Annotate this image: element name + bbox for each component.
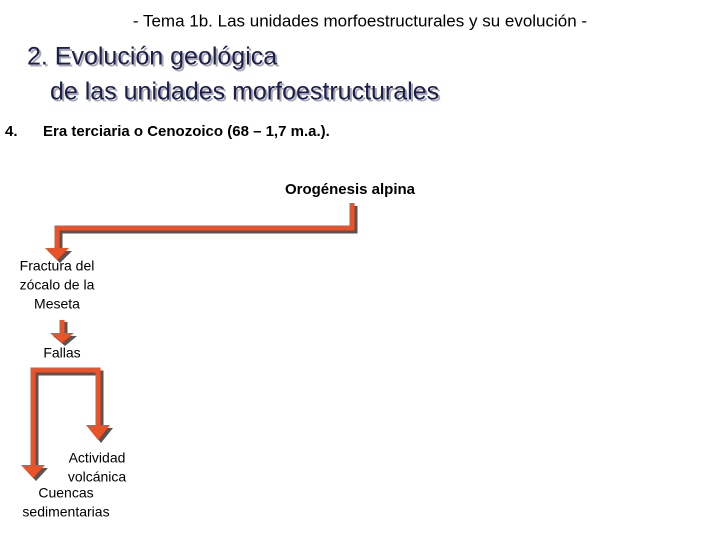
item-number: 4. (5, 123, 18, 140)
title-line: de las unidades morfoestructurales (50, 78, 439, 106)
node-label: Orogénesis alpina (285, 181, 416, 198)
node-label: Actividad (69, 450, 126, 466)
arrow-shadow (57, 206, 358, 250)
node-label: Fallas (43, 345, 80, 361)
header-title: - Tema 1b. Las unidades morfoestructural… (133, 11, 587, 30)
arrow-head (50, 333, 74, 343)
node-label: Fractura del (20, 258, 95, 274)
arrow (54, 203, 355, 248)
title-line: 2. Evolución geológica (27, 43, 277, 71)
title-shadow: de las unidades morfoestructurales (52, 80, 441, 108)
node-label: zócalo de la (20, 277, 95, 293)
node-label: Cuencas (38, 485, 93, 501)
arrow-shadow (33, 370, 104, 467)
arrow-head (86, 425, 110, 440)
nodes: Orogénesis alpina Fractura del zócalo de l… (20, 181, 416, 520)
arrows (21, 203, 358, 481)
arrow-head (21, 465, 45, 478)
node-label: sedimentarias (22, 504, 109, 520)
item-text: Era terciaria o Cenozoico (68 – 1,7 m.a.… (43, 123, 330, 140)
node-label: Meseta (34, 296, 80, 312)
title-shadow: 2. Evolución geológica (29, 45, 279, 73)
node-label: volcánica (68, 469, 127, 485)
arrow-head (45, 248, 69, 260)
arrow (30, 367, 101, 465)
